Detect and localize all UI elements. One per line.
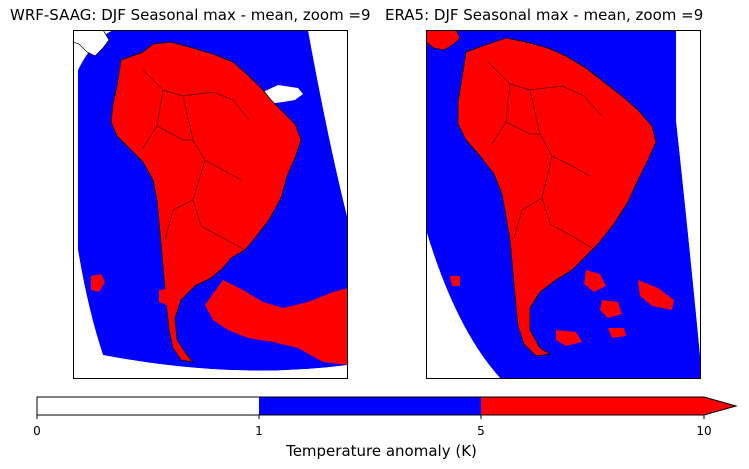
colorbar-extend-arrow — [704, 397, 736, 415]
right-map-frame — [426, 30, 701, 379]
left-south-america — [110, 41, 302, 363]
colorbar-outline — [36, 396, 738, 416]
colorbar-bin-5-10 — [481, 397, 704, 415]
right-outside-domain — [676, 30, 701, 365]
right-anomaly-blob — [638, 280, 674, 310]
left-central-america — [73, 30, 110, 57]
left-southern-anomaly — [205, 280, 348, 365]
left-anomaly-blob — [159, 288, 177, 306]
left-country-borders — [142, 69, 250, 251]
right-map-panel — [426, 30, 701, 379]
right-anomaly-blob — [584, 270, 606, 292]
colorbar-label: Temperature anomaly (K) — [0, 442, 749, 460]
colorbar-tick-label: 1 — [255, 424, 263, 438]
colorbar-tick-label: 0 — [33, 424, 41, 438]
colorbar-tick-label: 10 — [696, 424, 712, 438]
left-anomaly-blob — [91, 274, 105, 292]
right-south-america — [457, 37, 657, 357]
left-map-title: WRF-SAAG: DJF Seasonal max - mean, zoom … — [10, 6, 371, 24]
left-map-frame — [73, 30, 348, 379]
colorbar-bin-1-5 — [259, 397, 481, 415]
right-outside-domain — [426, 230, 501, 379]
left-outside-domain — [103, 355, 348, 379]
colorbar-label-text: Temperature anomaly (K) — [286, 442, 477, 460]
right-anomaly-blob — [450, 276, 460, 286]
right-anomaly-blob — [600, 300, 622, 318]
colorbar — [36, 396, 738, 419]
left-outside-domain — [308, 30, 348, 220]
colorbar-tick-label: 5 — [477, 424, 485, 438]
right-country-borders — [487, 61, 603, 249]
left-map-panel — [73, 30, 348, 379]
right-map-title: ERA5: DJF Seasonal max - mean, zoom =9 — [385, 6, 704, 24]
right-anomaly-blob — [556, 330, 582, 346]
right-anomaly-blob — [608, 328, 626, 338]
right-central-america — [426, 30, 461, 51]
colorbar-bin-0-1 — [37, 397, 259, 415]
left-outside-domain — [73, 70, 113, 379]
